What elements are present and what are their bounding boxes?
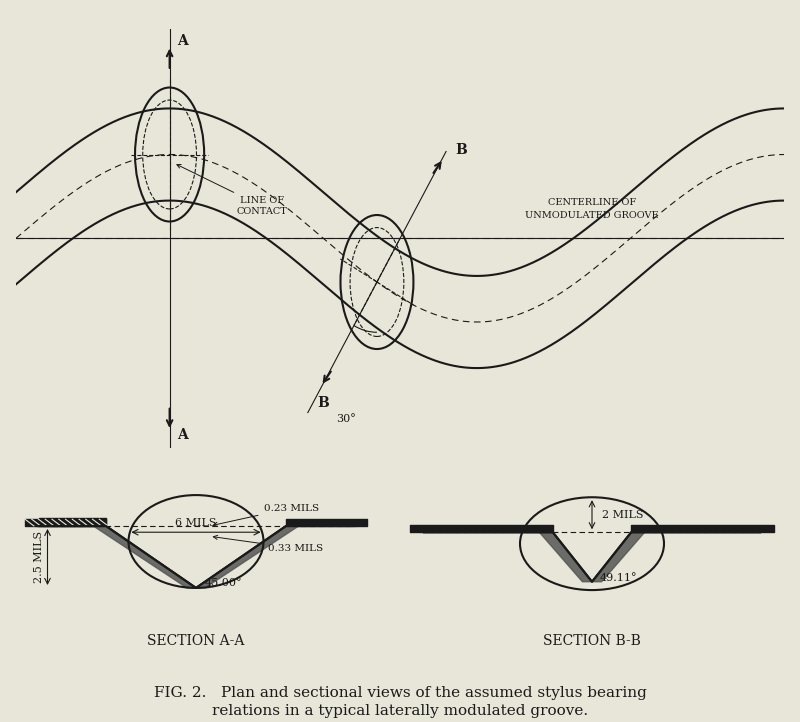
Text: B: B (317, 396, 329, 409)
Text: A: A (178, 428, 188, 442)
Text: 0.23 MILS: 0.23 MILS (214, 503, 318, 526)
Polygon shape (94, 526, 196, 588)
Text: relations in a typical laterally modulated groove.: relations in a typical laterally modulat… (212, 704, 588, 718)
Text: LINE OF
CONTACT: LINE OF CONTACT (177, 165, 287, 216)
Text: 49.11°: 49.11° (599, 573, 637, 583)
Text: 6 MILS: 6 MILS (175, 518, 217, 528)
Text: 2.5 MILS: 2.5 MILS (34, 531, 43, 583)
Text: SECTION A-A: SECTION A-A (147, 633, 245, 648)
Polygon shape (592, 532, 645, 582)
Text: CENTERLINE OF
UNMODULATED GROOVE: CENTERLINE OF UNMODULATED GROOVE (525, 199, 659, 219)
Text: A: A (178, 35, 188, 48)
Text: 2 MILS: 2 MILS (602, 510, 643, 520)
Polygon shape (539, 532, 592, 582)
Text: FIG. 2.   Plan and sectional views of the assumed stylus bearing: FIG. 2. Plan and sectional views of the … (154, 686, 646, 700)
Polygon shape (196, 526, 298, 588)
Text: 30°: 30° (336, 414, 356, 425)
Text: 0.33 MILS: 0.33 MILS (214, 535, 323, 553)
Text: SECTION B-B: SECTION B-B (543, 633, 641, 648)
Text: B: B (455, 143, 466, 157)
Text: 45.00°: 45.00° (205, 578, 242, 588)
